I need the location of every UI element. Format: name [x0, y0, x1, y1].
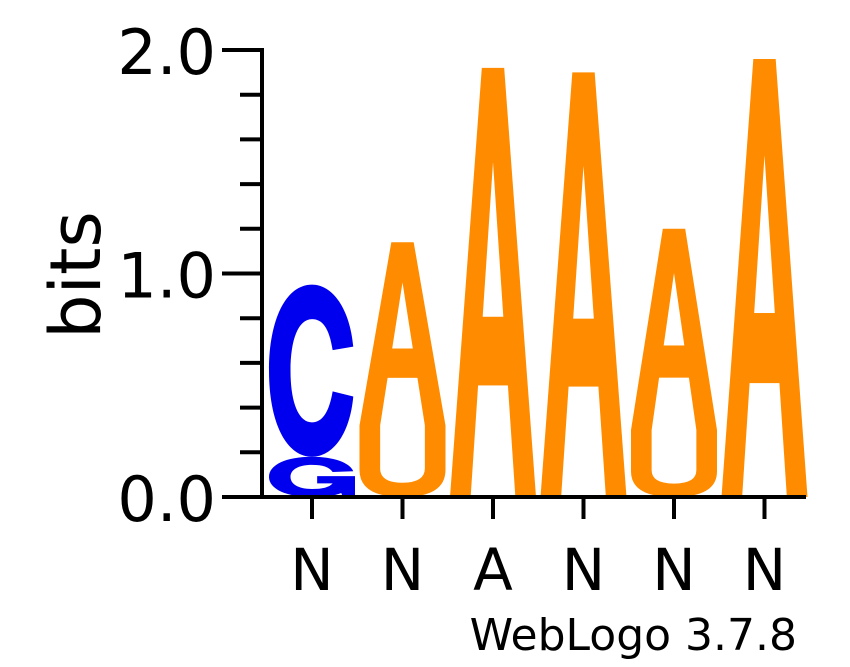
letter-g	[269, 456, 355, 497]
x-tick-label: N	[381, 536, 424, 604]
logo-stack	[540, 72, 627, 497]
letter-a	[631, 228, 717, 430]
x-tick-label: N	[562, 536, 605, 604]
x-tick-label: N	[290, 536, 333, 604]
logo-stack	[269, 284, 355, 497]
logo-stack	[631, 228, 717, 498]
letter-a	[359, 242, 446, 426]
y-axis-label: bits	[35, 211, 117, 339]
logo-stack	[450, 67, 536, 497]
y-ticks: 0.0 1.0 2.0	[117, 16, 262, 536]
logo-stack	[359, 242, 446, 497]
y-tick-label: 2.0	[117, 16, 216, 89]
y-tick-label: 1.0	[117, 240, 216, 313]
logo-stack	[721, 58, 808, 497]
x-tick-label: A	[473, 536, 513, 604]
letter-a	[721, 58, 808, 497]
x-tick-label: N	[652, 536, 695, 604]
letter-a	[540, 72, 627, 497]
logo-stacks	[269, 58, 808, 498]
letter-c	[269, 284, 354, 457]
x-tick-label: N	[743, 536, 786, 604]
weblogo-credit: WebLogo 3.7.8	[470, 610, 797, 661]
y-tick-label: 0.0	[117, 463, 216, 536]
letter-u	[359, 425, 446, 497]
letter-a	[450, 67, 536, 497]
letter-u	[631, 429, 717, 498]
